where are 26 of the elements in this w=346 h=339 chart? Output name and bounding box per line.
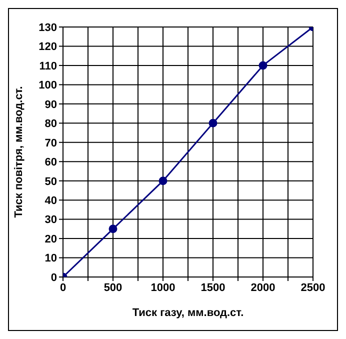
y-tick-label: 110 bbox=[39, 60, 57, 72]
y-tick-label: 50 bbox=[44, 176, 57, 188]
y-tick-label: 0 bbox=[50, 272, 57, 284]
y-tick-label: 60 bbox=[44, 156, 57, 169]
x-tick-label: 0 bbox=[60, 282, 66, 294]
x-axis-title: Тиск газу, мм.вод.ст. bbox=[132, 307, 244, 319]
point bbox=[108, 224, 118, 234]
y-tick-label: 130 bbox=[38, 22, 57, 34]
y-tick-label: 90 bbox=[44, 98, 57, 111]
y-tick-label: 120 bbox=[38, 41, 57, 54]
x-tick-label: 1000 bbox=[150, 282, 176, 294]
point bbox=[258, 61, 268, 70]
y-tick-label: 30 bbox=[44, 214, 57, 226]
x-tick-label: 2500 bbox=[300, 282, 326, 294]
x-tick-label: 500 bbox=[104, 282, 122, 294]
x-tick-label: 1500 bbox=[200, 282, 226, 294]
x-tick-label: 2000 bbox=[250, 282, 276, 294]
point bbox=[208, 118, 218, 128]
point bbox=[158, 176, 168, 186]
y-axis-title: Тиск повітря, мм.вод.ст. bbox=[12, 86, 25, 218]
y-tick-label: 20 bbox=[44, 233, 57, 246]
y-tick-label: 40 bbox=[44, 194, 57, 207]
y-tick-label: 100 bbox=[38, 80, 57, 92]
y-tick-label: 10 bbox=[44, 252, 57, 265]
y-tick-label: 70 bbox=[44, 137, 57, 150]
y-tick-label: 80 bbox=[44, 118, 57, 130]
